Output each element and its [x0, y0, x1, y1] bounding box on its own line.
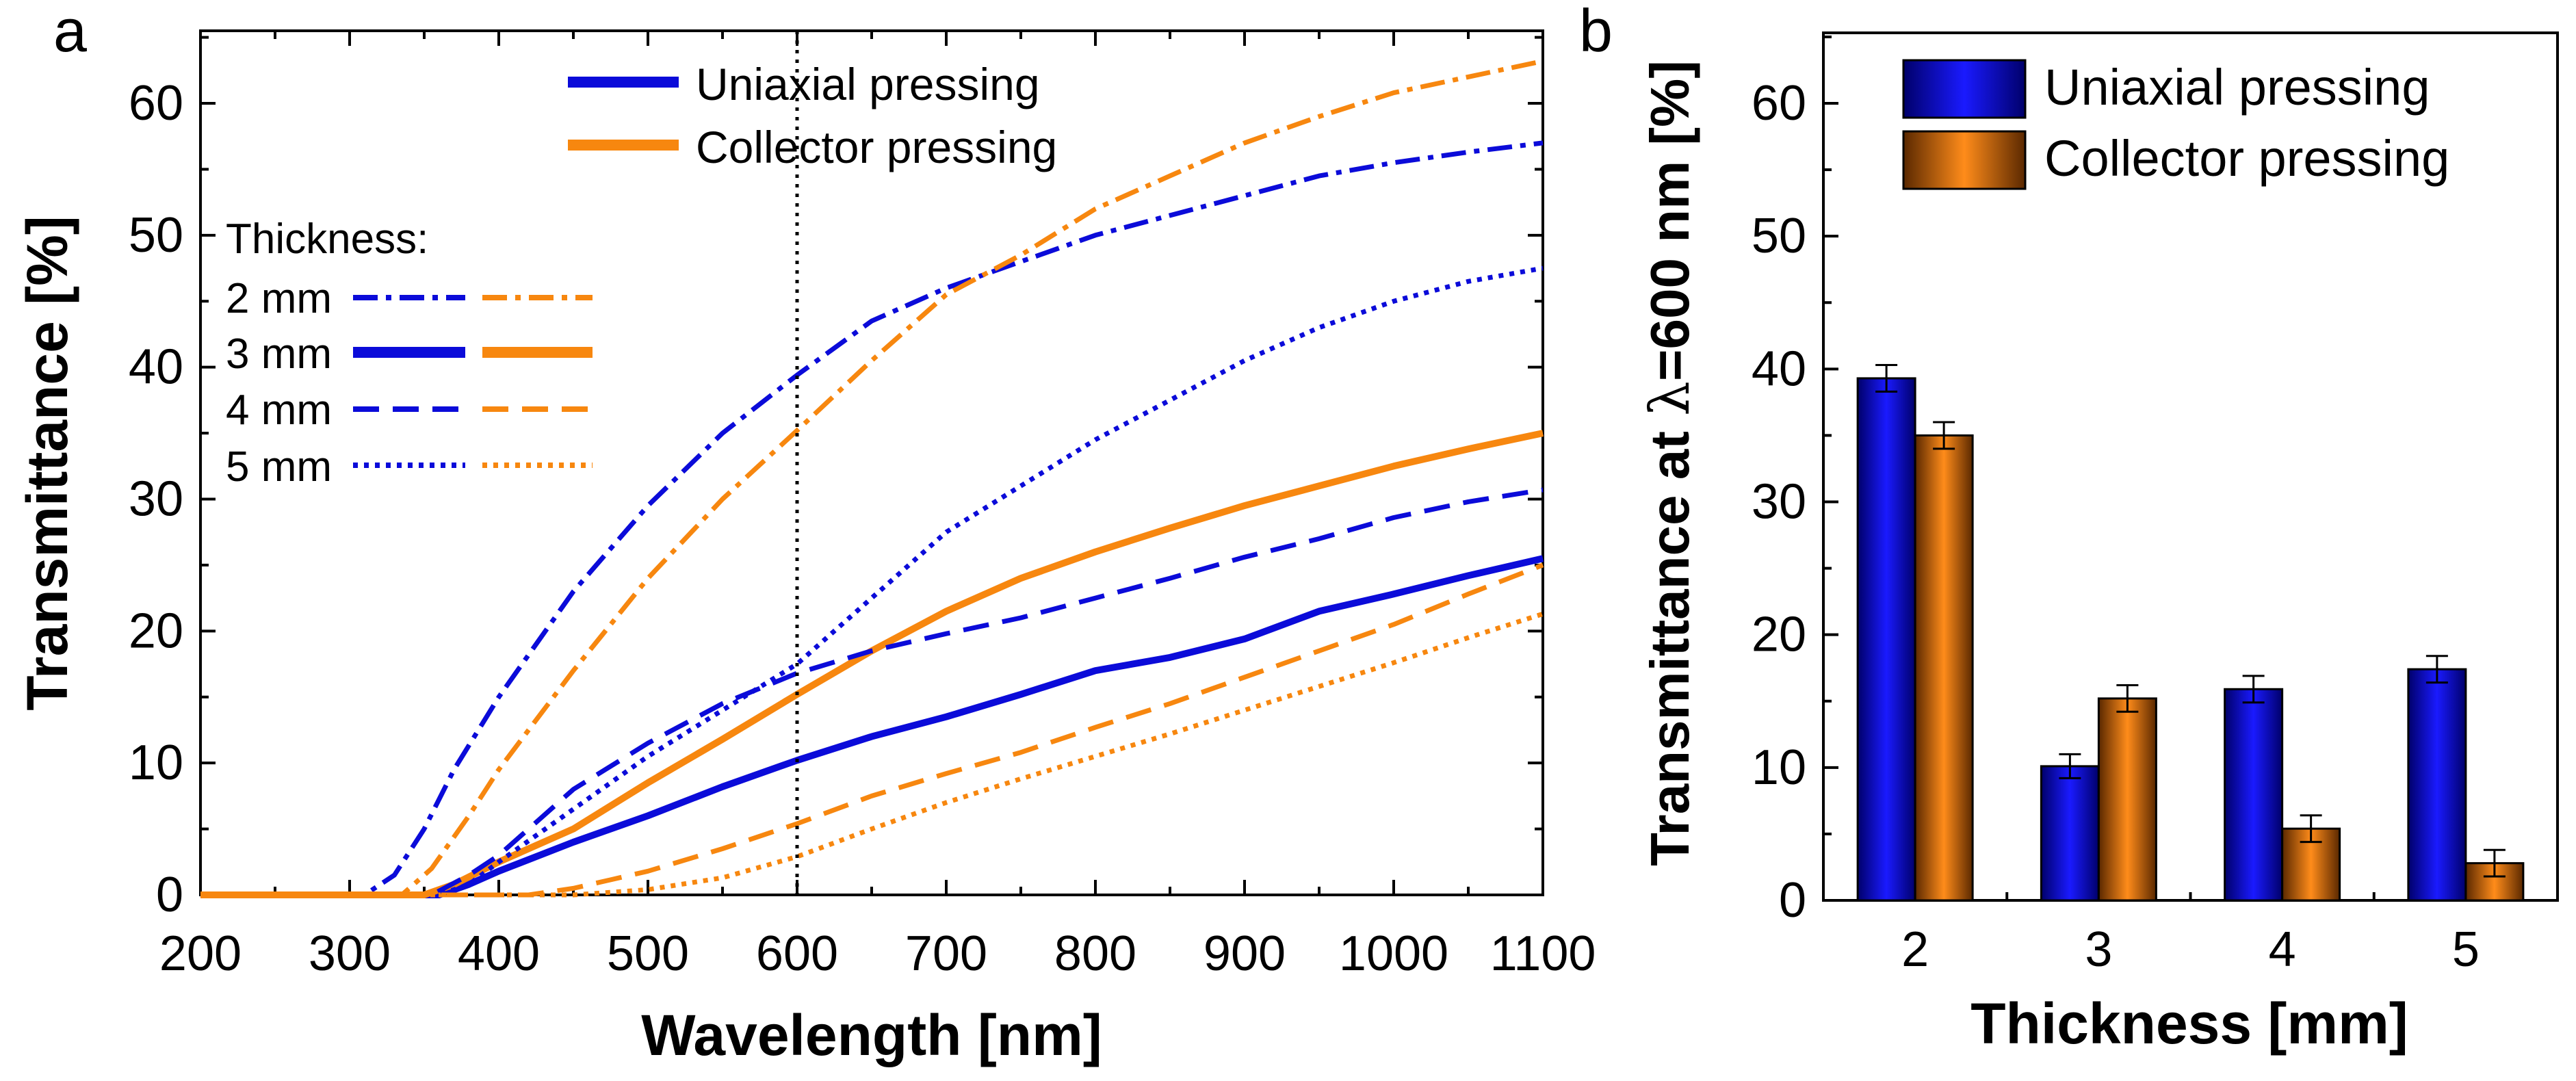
x-tick-label: 500: [607, 926, 689, 981]
legend-thickness-2mm: 2 mm: [226, 275, 332, 322]
y-tick-label: 30: [1752, 475, 1806, 530]
series-line-collector-pressing-2-mm: [200, 58, 1544, 898]
x-tick-label: 900: [1204, 926, 1286, 981]
x-tick-label: 4: [2269, 922, 2296, 977]
y-tick-label: 10: [129, 735, 183, 790]
y-tick-label: 20: [129, 603, 183, 658]
legend-label-collector: Collector pressing: [696, 122, 1057, 172]
bar-uniaxial-4mm: [2224, 688, 2284, 902]
bar-uniaxial-5mm: [2407, 668, 2467, 902]
legend-thickness-5mm: 5 mm: [226, 443, 332, 491]
panel-b-legend: Uniaxial pressing Collector pressing: [1902, 59, 2449, 190]
panel-b-y-axis-label: Transmittance at λ=600 nm [%]: [1638, 60, 1702, 866]
y-tick-label: 20: [1752, 608, 1806, 662]
series-line-collector-pressing-5-mm: [200, 611, 1544, 898]
panel-b-bars: [1856, 364, 2525, 902]
y-tick-label: 40: [1752, 341, 1806, 396]
panel-a-line-chart: a 200 300 400 500 600 700 800 900 1000 1100 0 10 20 3…: [15, 0, 1596, 1067]
panel-a-legend: Uniaxial pressing Collector pressing Thi…: [226, 59, 1057, 491]
legend-swatch-collector-bar: [1902, 130, 2027, 190]
panel-b-label: b: [1579, 0, 1613, 64]
legend-label-uniaxial-bar: Uniaxial pressing: [2044, 59, 2430, 116]
x-tick-label: 2: [1901, 922, 1929, 977]
panel-b-x-axis-label: Thickness [mm]: [1970, 991, 2408, 1056]
legend-swatch-uniaxial-bar: [1902, 59, 2027, 119]
series-line-uniaxial-pressing-2-mm: [200, 140, 1544, 898]
bar-uniaxial-2mm: [1856, 377, 1916, 902]
panel-a-y-axis-label: Transmittance [%]: [15, 216, 79, 711]
bar-collector-3mm: [2097, 697, 2157, 902]
legend-thickness-4mm: 4 mm: [226, 387, 332, 434]
y-tick-label: 30: [129, 472, 183, 527]
y-tick-label: 0: [156, 868, 183, 922]
series-line-collector-pressing-3-mm: [200, 430, 1544, 898]
panel-b-tick-labels: 0 10 20 30 40 50 60 2 3 4 5: [1752, 76, 2480, 977]
x-tick-label: 200: [159, 926, 242, 981]
x-tick-label: 700: [905, 926, 987, 981]
y-tick-label: 10: [1752, 740, 1806, 795]
x-tick-label: 800: [1054, 926, 1136, 981]
bar-uniaxial-3mm: [2040, 765, 2100, 902]
x-tick-label: 1000: [1339, 926, 1448, 981]
y-tick-label: 0: [1779, 873, 1806, 928]
x-tick-label: 3: [2085, 922, 2112, 977]
legend-label-collector-bar: Collector pressing: [2044, 130, 2449, 187]
y-label-lambda: λ: [1638, 381, 1702, 416]
legend-thickness-3mm: 3 mm: [226, 330, 332, 378]
x-tick-label: 400: [458, 926, 540, 981]
y-label-prefix: Transmittance at: [1639, 416, 1700, 866]
legend-thickness-title: Thickness:: [226, 216, 428, 263]
panel-a-tick-labels: 200 300 400 500 600 700 800 900 1000 1100 0 10 20 30 4…: [129, 76, 1596, 981]
series-line-uniaxial-pressing-3-mm: [200, 555, 1544, 898]
legend-label-uniaxial: Uniaxial pressing: [696, 59, 1040, 109]
series-line-uniaxial-pressing-4-mm: [200, 487, 1544, 898]
panel-a-series: [200, 58, 1544, 898]
series-line-collector-pressing-4-mm: [200, 562, 1544, 898]
panel-b-bar-chart: b 0 10 20 30 40 50 60 2 3 4 5 Thickness [mm] Trans…: [1579, 0, 2559, 1056]
x-tick-label: 1100: [1490, 926, 1596, 981]
x-tick-label: 300: [309, 926, 391, 981]
y-tick-label: 60: [1752, 76, 1806, 131]
series-line-uniaxial-pressing-5-mm: [200, 265, 1544, 898]
bar-collector-2mm: [1914, 434, 1974, 902]
y-label-suffix: =600 nm [%]: [1639, 60, 1700, 381]
panel-a-ticks: [199, 31, 1544, 896]
panel-a-x-axis-label: Wavelength [nm]: [641, 1003, 1102, 1067]
y-tick-label: 50: [129, 208, 183, 263]
x-tick-label: 600: [756, 926, 838, 981]
y-tick-label: 40: [129, 340, 183, 395]
y-tick-label: 60: [129, 76, 183, 131]
panel-a-label: a: [53, 0, 87, 64]
x-tick-label: 5: [2452, 922, 2480, 977]
y-tick-label: 50: [1752, 209, 1806, 263]
